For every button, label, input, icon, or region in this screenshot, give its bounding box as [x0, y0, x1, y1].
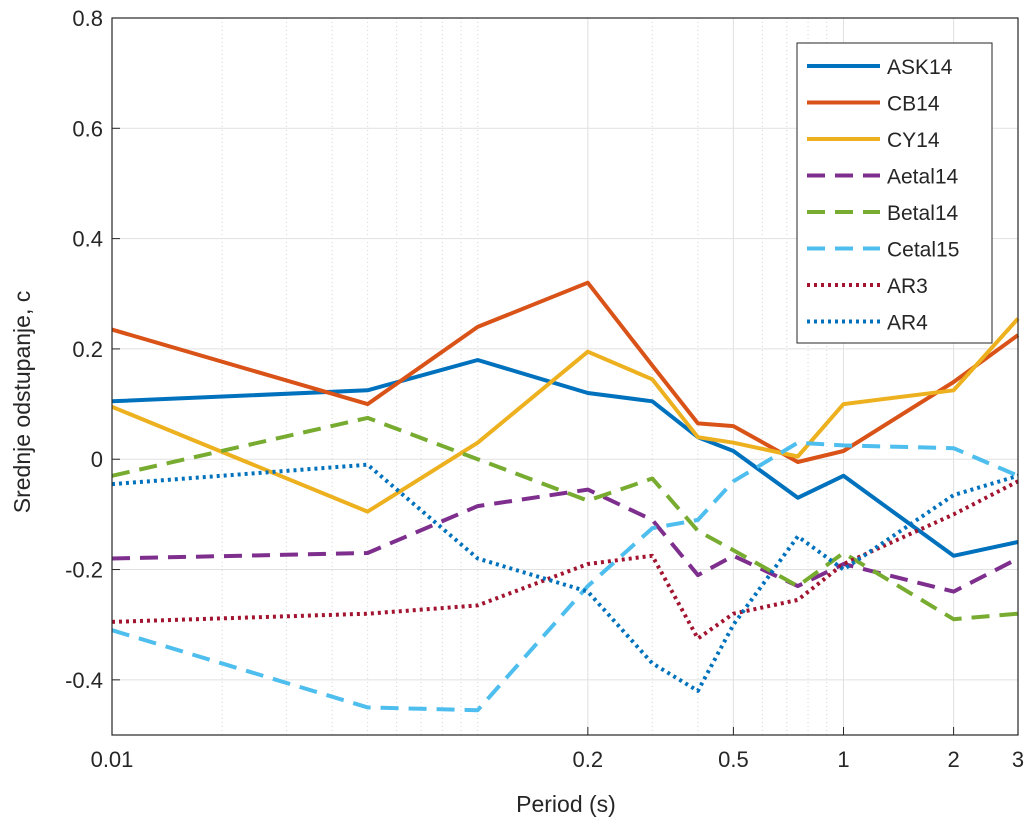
x-axis-label: Period (s) [516, 791, 616, 817]
series-line-cy14 [111, 317, 1020, 514]
y-tick-label: 0 [91, 447, 103, 472]
y-tick-label: 0.6 [72, 116, 103, 141]
legend-box [796, 42, 993, 344]
legend-entry-label: Betal14 [887, 202, 959, 225]
y-tick-label: -0.2 [65, 558, 103, 583]
legend-entry-label: Aetal14 [887, 166, 959, 189]
legend-entry-label: AR4 [887, 312, 928, 335]
series-line-ask14 [111, 358, 1019, 558]
y-tick-label: 0.2 [72, 337, 103, 362]
plot-area-frame [111, 17, 1019, 736]
x-tick-label: 1 [837, 747, 849, 772]
x-tick-label: 3 [1012, 747, 1024, 772]
legend-entry-label: ASK14 [887, 56, 953, 79]
legend-entry-label: CB14 [887, 93, 940, 116]
legend: ASK14 CB14 CY14 Aetal14 Betal14 Cetal15 AR3 AR4 [796, 42, 993, 344]
x-tick-label: 0.2 [573, 747, 604, 772]
series-line-ar4 [111, 462, 1019, 693]
x-tick-label: 0.01 [91, 747, 134, 772]
series-line-cb14 [111, 280, 1020, 464]
y-axis-ticks: -0.4 -0.2 0 0.2 0.4 0.6 0.8 [65, 6, 120, 693]
x-tick-label: 2 [947, 747, 959, 772]
legend-entry-label: AR3 [887, 275, 928, 298]
x-axis-ticks: 0.01 0.2 0.5 1 2 3 [91, 727, 1024, 772]
x-tick-label: 0.5 [718, 747, 749, 772]
series-lines [111, 280, 1020, 713]
y-tick-label: 0.8 [72, 6, 103, 31]
legend-entry-label: Cetal15 [887, 239, 959, 262]
series-line-betal14 [111, 415, 1019, 622]
legend-entry-label: CY14 [887, 129, 940, 152]
y-axis-label: Srednje odstupanje, c [9, 291, 35, 514]
y-tick-label: 0.4 [72, 227, 103, 252]
series-line-cetal15 [111, 440, 1019, 713]
y-tick-label: -0.4 [65, 668, 103, 693]
series-line-ar3 [111, 479, 1019, 641]
